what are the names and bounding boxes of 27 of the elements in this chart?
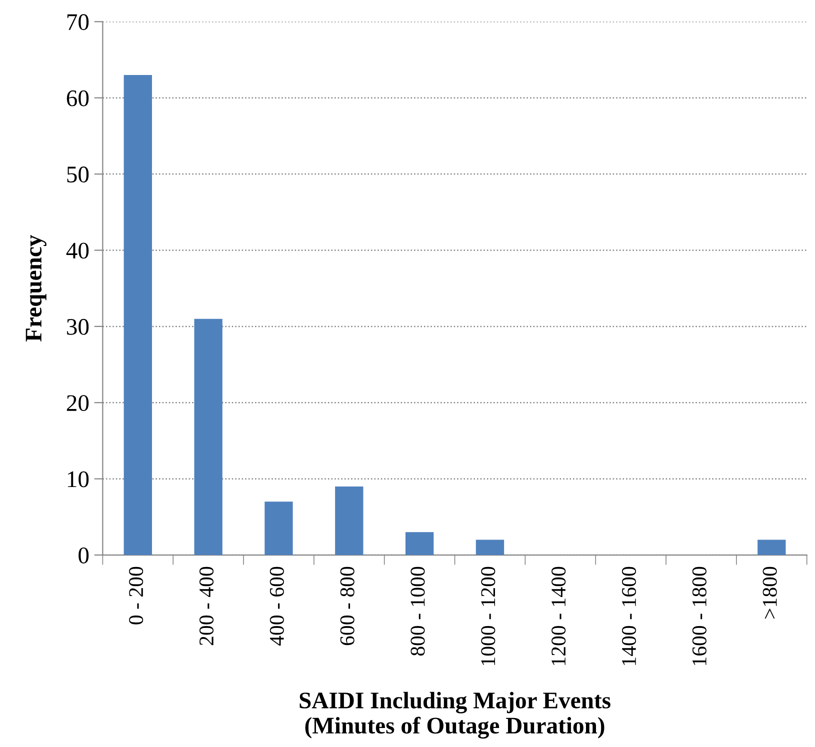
bar — [124, 75, 152, 556]
x-tick-label: 1000 - 1200 — [481, 566, 496, 665]
y-axis-title: Frequency — [26, 235, 46, 342]
bar — [264, 502, 293, 556]
y-tick-label: 30 — [67, 318, 89, 335]
x-tick-label: 1600 - 1800 — [692, 566, 706, 665]
x-tick-label: >1800 — [762, 566, 777, 618]
bar — [194, 318, 222, 556]
y-tick-label: 40 — [66, 242, 89, 259]
y-tick-label: 70 — [67, 14, 89, 30]
bar — [758, 540, 786, 556]
x-axis-title: SAIDI Including Major Events (Minutes of Outage Duration) — [300, 692, 610, 739]
x-tick-label: 600 - 800 — [340, 566, 354, 646]
bar — [476, 540, 504, 556]
x-tick-label: 0 - 200 — [129, 566, 144, 624]
y-tick-label: 0 — [78, 548, 89, 564]
y-tick-label: 50 — [67, 166, 89, 182]
y-tick-label: 60 — [66, 90, 89, 106]
x-tick-label: 800 - 1000 — [410, 566, 425, 656]
y-tick-label: 20 — [66, 395, 89, 412]
bar — [405, 532, 434, 556]
bar — [335, 486, 364, 556]
x-tick-label: 1400 - 1600 — [622, 566, 636, 665]
x-tick-label: 1200 - 1400 — [552, 566, 566, 665]
y-tick-label: 10 — [68, 471, 89, 488]
x-tick-label: 200 - 400 — [199, 566, 214, 646]
x-tick-label: 400 - 600 — [270, 566, 284, 646]
